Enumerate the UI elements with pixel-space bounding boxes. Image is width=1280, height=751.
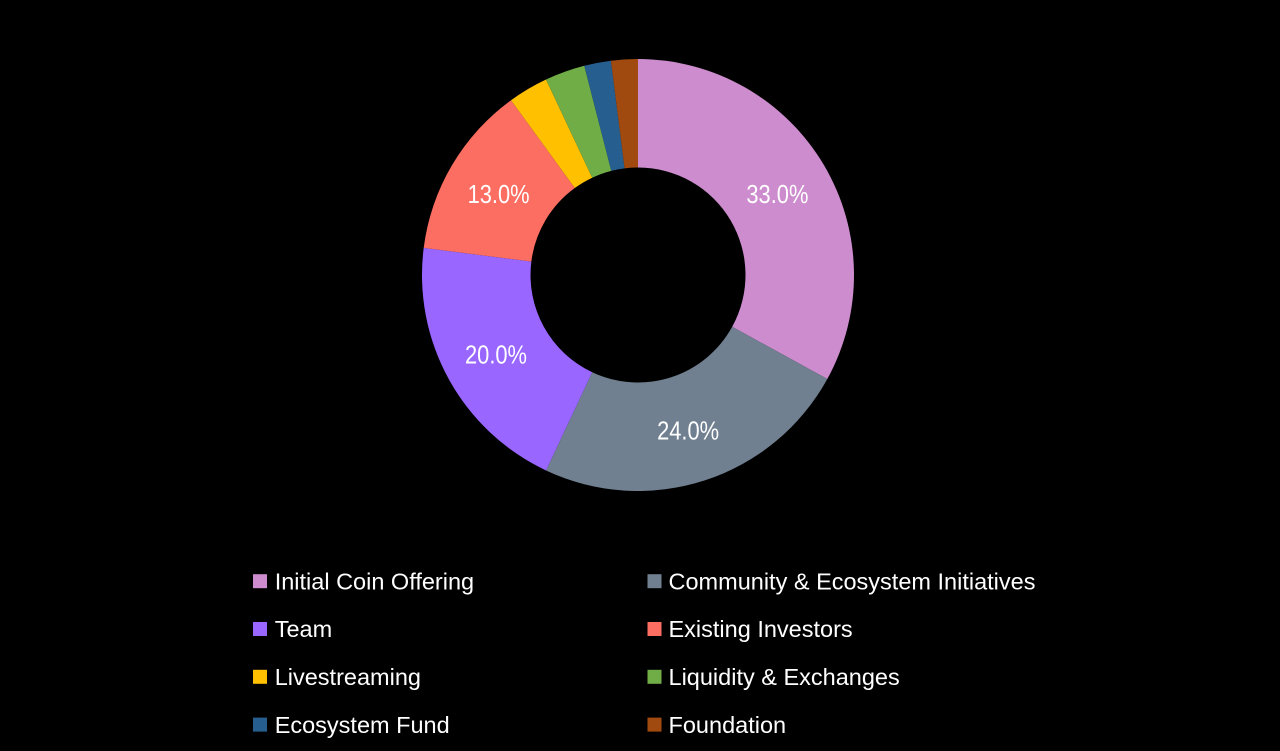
svg-text:13.0%: 13.0% <box>468 179 530 209</box>
svg-text:Foundation: Foundation <box>669 712 787 738</box>
svg-text:Existing Investors: Existing Investors <box>669 616 853 642</box>
svg-text:Initial Coin Offering: Initial Coin Offering <box>275 568 474 594</box>
svg-text:Liquidity & Exchanges: Liquidity & Exchanges <box>669 664 900 690</box>
svg-text:24.0%: 24.0% <box>657 415 719 445</box>
svg-text:Livestreaming: Livestreaming <box>275 664 421 690</box>
svg-text:Community & Ecosystem Initiati: Community & Ecosystem Initiatives <box>669 568 1036 594</box>
svg-text:Team: Team <box>275 616 332 642</box>
svg-text:Ecosystem Fund: Ecosystem Fund <box>275 712 450 738</box>
svg-text:33.0%: 33.0% <box>746 179 808 209</box>
svg-text:20.0%: 20.0% <box>465 339 527 369</box>
